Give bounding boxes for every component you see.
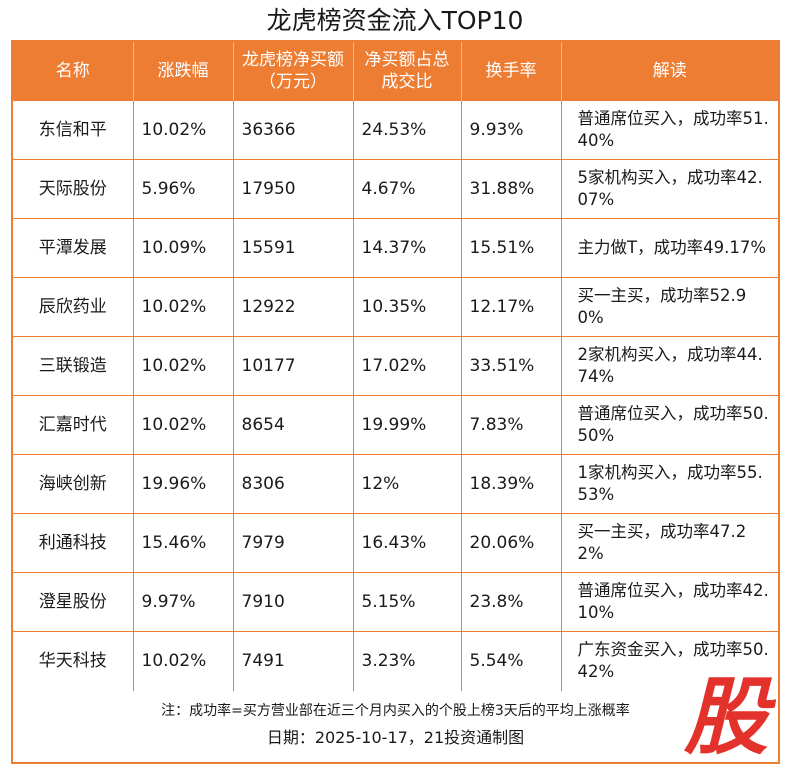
cell-name: 平潭发展 [13,218,133,278]
table-row: 汇嘉时代 10.02% 8654 19.99% 7.83% 普通席位买入，成功率… [13,395,778,455]
cell-change: 15.46% [132,513,233,573]
cell-ratio: 12% [352,454,461,514]
table-row: 澄星股份 9.97% 7910 5.15% 23.8% 普通席位买入，成功率42… [13,572,778,632]
header-turnover: 换手率 [460,42,561,101]
cell-turnover: 12.17% [460,277,561,337]
date-line: 日期：2025-10-17，21投资通制图 [266,728,525,747]
cell-net-buy: 7979 [232,513,353,573]
table-row: 辰欣药业 10.02% 12922 10.35% 12.17% 买一主买，成功率… [13,277,778,337]
cell-net-buy: 15591 [232,218,353,278]
cell-net-buy: 10177 [232,336,353,396]
cell-interp: 普通席位买入，成功率42.10% [560,572,778,632]
footnote: 注：成功率=买方营业部在近三个月内买入的个股上榜3天后的平均上涨概率 [161,703,630,719]
cell-ratio: 5.15% [352,572,461,632]
cell-name: 东信和平 [13,100,133,160]
cell-change: 10.02% [132,336,233,396]
cell-name: 利通科技 [13,513,133,573]
cell-name: 辰欣药业 [13,277,133,337]
table-header-row: 名称 涨跌幅 龙虎榜净买额（万元） 净买额占总成交比 换手率 解读 [13,42,778,101]
cell-change: 10.02% [132,395,233,455]
table-row: 海峡创新 19.96% 8306 12% 18.39% 1家机构买入，成功率55… [13,454,778,514]
cell-net-buy: 17950 [232,159,353,219]
cell-turnover: 7.83% [460,395,561,455]
cell-ratio: 3.23% [352,631,461,691]
header-ratio: 净买额占总成交比 [352,42,461,101]
cell-ratio: 24.53% [352,100,461,160]
data-card: 名称 涨跌幅 龙虎榜净买额（万元） 净买额占总成交比 换手率 解读 东信和平 1… [11,40,780,764]
cell-turnover: 31.88% [460,159,561,219]
cell-change: 10.02% [132,277,233,337]
table-row: 天际股份 5.96% 17950 4.67% 31.88% 5家机构买入，成功率… [13,159,778,219]
cell-name: 华天科技 [13,631,133,691]
cell-turnover: 23.8% [460,572,561,632]
cell-interp: 5家机构买入，成功率42.07% [560,159,778,219]
header-interp: 解读 [560,42,778,101]
cell-net-buy: 8306 [232,454,353,514]
cell-ratio: 10.35% [352,277,461,337]
cell-net-buy: 12922 [232,277,353,337]
cell-name: 三联锻造 [13,336,133,396]
table-row: 平潭发展 10.09% 15591 14.37% 15.51% 主力做T，成功率… [13,218,778,278]
table-row: 利通科技 15.46% 7979 16.43% 20.06% 买一主买，成功率4… [13,513,778,573]
cell-interp: 2家机构买入，成功率44.74% [560,336,778,396]
header-change: 涨跌幅 [132,42,233,101]
cell-interp: 买一主买，成功率52.90% [560,277,778,337]
cell-change: 5.96% [132,159,233,219]
cell-change: 9.97% [132,572,233,632]
cell-change: 10.02% [132,100,233,160]
cell-ratio: 14.37% [352,218,461,278]
cell-change: 10.09% [132,218,233,278]
cell-turnover: 9.93% [460,100,561,160]
cell-ratio: 4.67% [352,159,461,219]
cell-interp: 普通席位买入，成功率51.40% [560,100,778,160]
cell-interp: 买一主买，成功率47.22% [560,513,778,573]
cell-interp: 普通席位买入，成功率50.50% [560,395,778,455]
cell-name: 海峡创新 [13,454,133,514]
cell-interp: 广东资金买入，成功率50.42% [560,631,778,691]
cell-ratio: 17.02% [352,336,461,396]
stock-logo-stamp: 股 [683,668,768,766]
cell-turnover: 33.51% [460,336,561,396]
header-name: 名称 [13,42,133,101]
table-row: 东信和平 10.02% 36366 24.53% 9.93% 普通席位买入，成功… [13,100,778,160]
cell-turnover: 20.06% [460,513,561,573]
cell-name: 天际股份 [13,159,133,219]
cell-ratio: 16.43% [352,513,461,573]
cell-net-buy: 8654 [232,395,353,455]
table-row: 华天科技 10.02% 7491 3.23% 5.54% 广东资金买入，成功率5… [13,631,778,691]
cell-name: 汇嘉时代 [13,395,133,455]
cell-interp: 主力做T，成功率49.17% [560,218,778,278]
header-net-buy: 龙虎榜净买额（万元） [232,42,353,101]
cell-turnover: 5.54% [460,631,561,691]
lhb-table: 名称 涨跌幅 龙虎榜净买额（万元） 净买额占总成交比 换手率 解读 东信和平 1… [13,42,778,691]
cell-turnover: 18.39% [460,454,561,514]
cell-net-buy: 7491 [232,631,353,691]
cell-net-buy: 7910 [232,572,353,632]
page-title: 龙虎榜资金流入TOP10 [266,6,524,35]
cell-ratio: 19.99% [352,395,461,455]
cell-change: 10.02% [132,631,233,691]
cell-change: 19.96% [132,454,233,514]
cell-interp: 1家机构买入，成功率55.53% [560,454,778,514]
cell-name: 澄星股份 [13,572,133,632]
cell-net-buy: 36366 [232,100,353,160]
cell-turnover: 15.51% [460,218,561,278]
table-row: 三联锻造 10.02% 10177 17.02% 33.51% 2家机构买入，成… [13,336,778,396]
